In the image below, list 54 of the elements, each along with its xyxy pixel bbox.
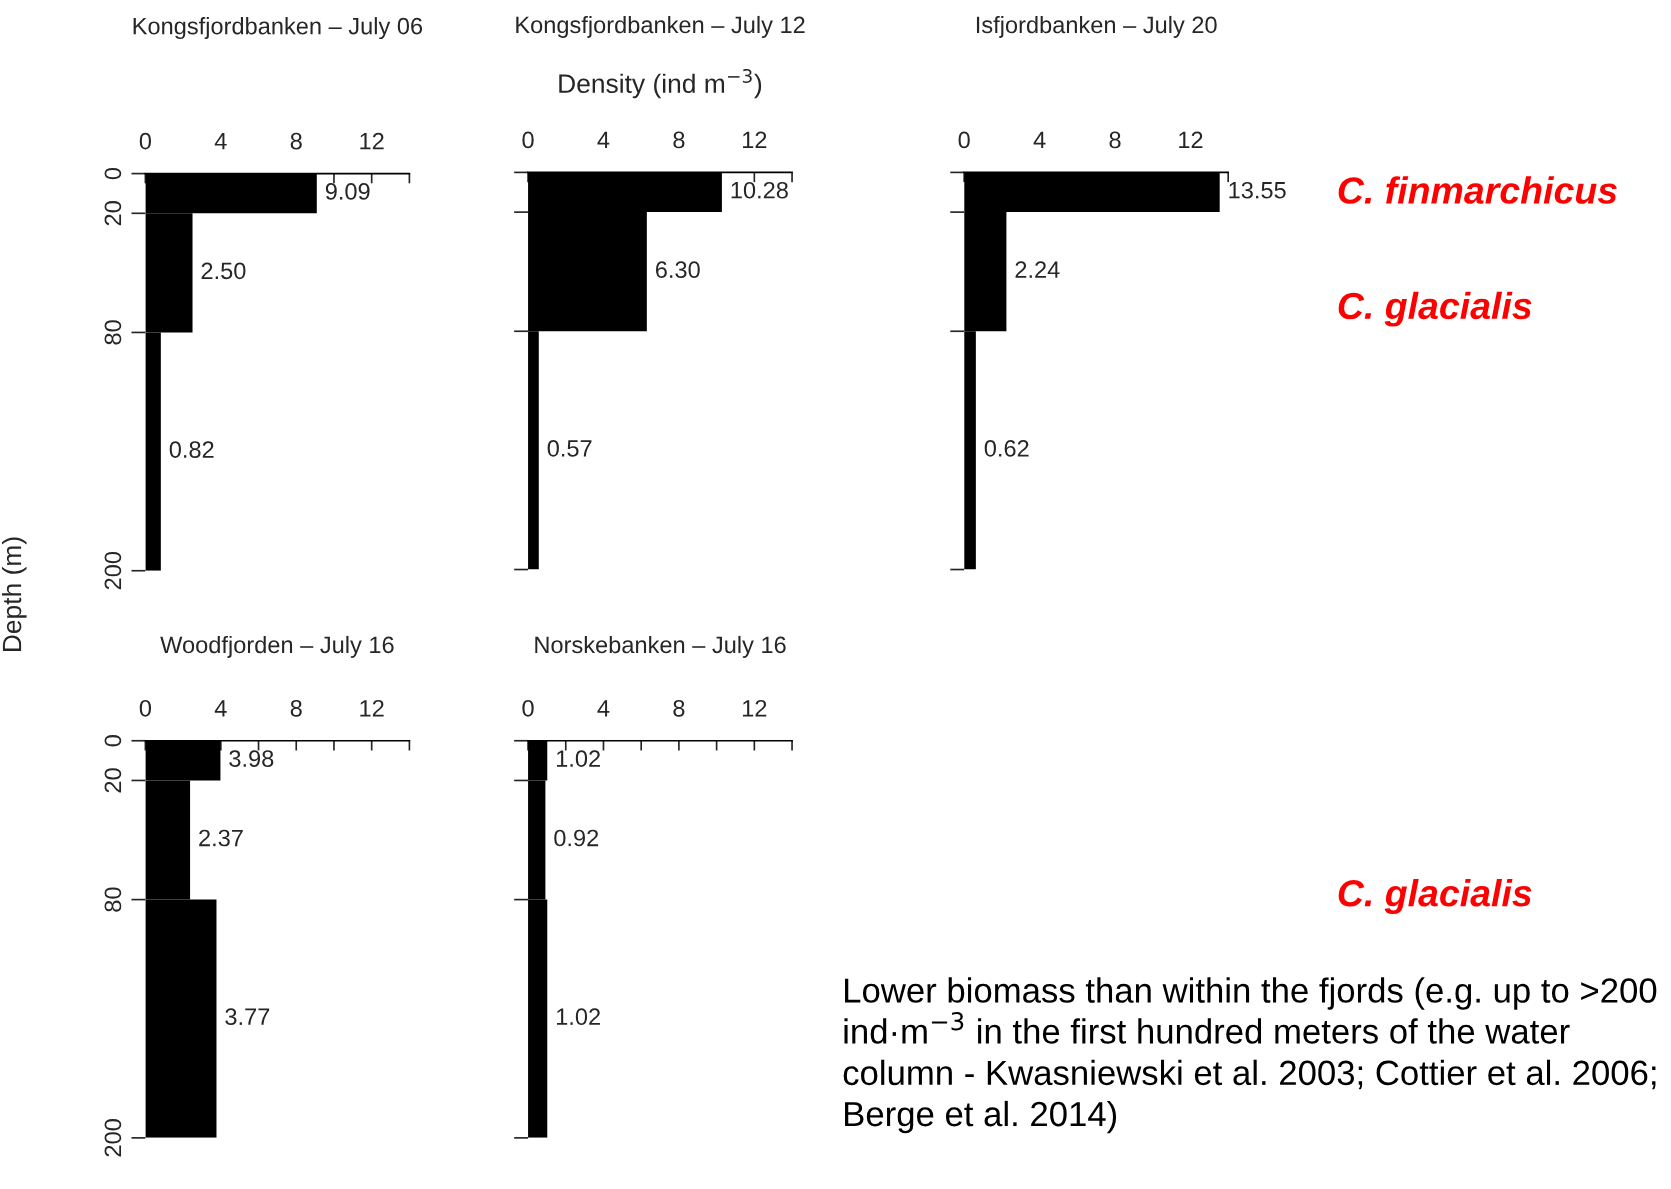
x-tick-label: 8 <box>673 699 685 717</box>
data-label: 6.30 <box>655 261 700 279</box>
text: Lower biomass than within the fjords (e.g. up to >200 ind·m$^{−3}$ in the first hundred meters of the water column - Kwasniewski et al. 2003; Cottier et al. 2006; Berge et al. 2014) <box>843 977 1657 1134</box>
text: C. glacialis <box>1338 879 1532 914</box>
x-tick-label: 4 <box>1033 131 1046 149</box>
data-label: 2.37 <box>199 829 243 847</box>
chart-title: Woodfjorden – July 16 <box>160 635 394 658</box>
data-label: 9.09 <box>325 183 370 200</box>
y-tick-label: 20 <box>104 201 122 226</box>
x-axis-title: Density (ind m$^{−3}$) <box>559 68 762 99</box>
data-label: 2.50 <box>201 262 246 280</box>
x-tick-label: 0 <box>522 131 534 149</box>
x-tick-label: 12 <box>743 699 767 717</box>
data-label: 1.02 <box>556 1008 600 1026</box>
data-label: 3.98 <box>229 750 274 767</box>
x-tick-label: 4 <box>597 700 610 717</box>
data-label: 2.24 <box>1015 261 1060 278</box>
chart-title: Norskebanken – July 16 <box>535 635 786 658</box>
data-label: 0.57 <box>547 440 592 457</box>
x-tick-label: 0 <box>522 699 534 717</box>
x-tick-label: 8 <box>290 132 302 150</box>
data-label: 0.62 <box>984 440 1029 457</box>
data-label: 1.02 <box>556 750 600 767</box>
x-tick-label: 0 <box>139 132 152 150</box>
data-label: 3.77 <box>225 1008 270 1026</box>
data-label: 0.92 <box>554 829 599 847</box>
x-tick-label: 4 <box>214 133 227 150</box>
x-tick-label: 4 <box>214 700 227 717</box>
y-tick-label: 200 <box>104 1119 122 1157</box>
x-tick-label: 8 <box>673 131 685 149</box>
data-label: 10.28 <box>731 181 788 199</box>
text: C. glacialis <box>1338 291 1532 327</box>
x-tick-label: 0 <box>139 699 152 717</box>
chart-title: Isfjordbanken – July 20 <box>976 15 1217 38</box>
chart-title: Kongsfjordbanken – July 12 <box>516 15 805 38</box>
y-tick-label: 0 <box>104 735 122 747</box>
y-tick-label: 80 <box>104 320 122 345</box>
x-tick-label: 12 <box>1179 131 1203 149</box>
y-axis-title: Depth (m) <box>1 537 27 652</box>
x-tick-label: 12 <box>743 131 767 149</box>
x-tick-label: 0 <box>958 131 970 149</box>
x-tick-label: 8 <box>1109 131 1121 149</box>
y-tick-label: 200 <box>104 551 122 590</box>
data-label: 0.82 <box>169 441 214 458</box>
y-tick-label: 80 <box>104 887 122 912</box>
chart-title: Kongsfjordbanken – July 06 <box>133 17 423 40</box>
x-tick-label: 8 <box>290 699 302 717</box>
y-tick-label: 0 <box>104 167 122 180</box>
x-tick-label: 12 <box>360 699 384 717</box>
data-label: 13.55 <box>1229 181 1286 199</box>
y-tick-label: 20 <box>104 768 122 793</box>
x-tick-label: 4 <box>597 131 610 149</box>
x-tick-label: 12 <box>360 132 384 150</box>
text: C. finmarchicus <box>1338 176 1617 204</box>
